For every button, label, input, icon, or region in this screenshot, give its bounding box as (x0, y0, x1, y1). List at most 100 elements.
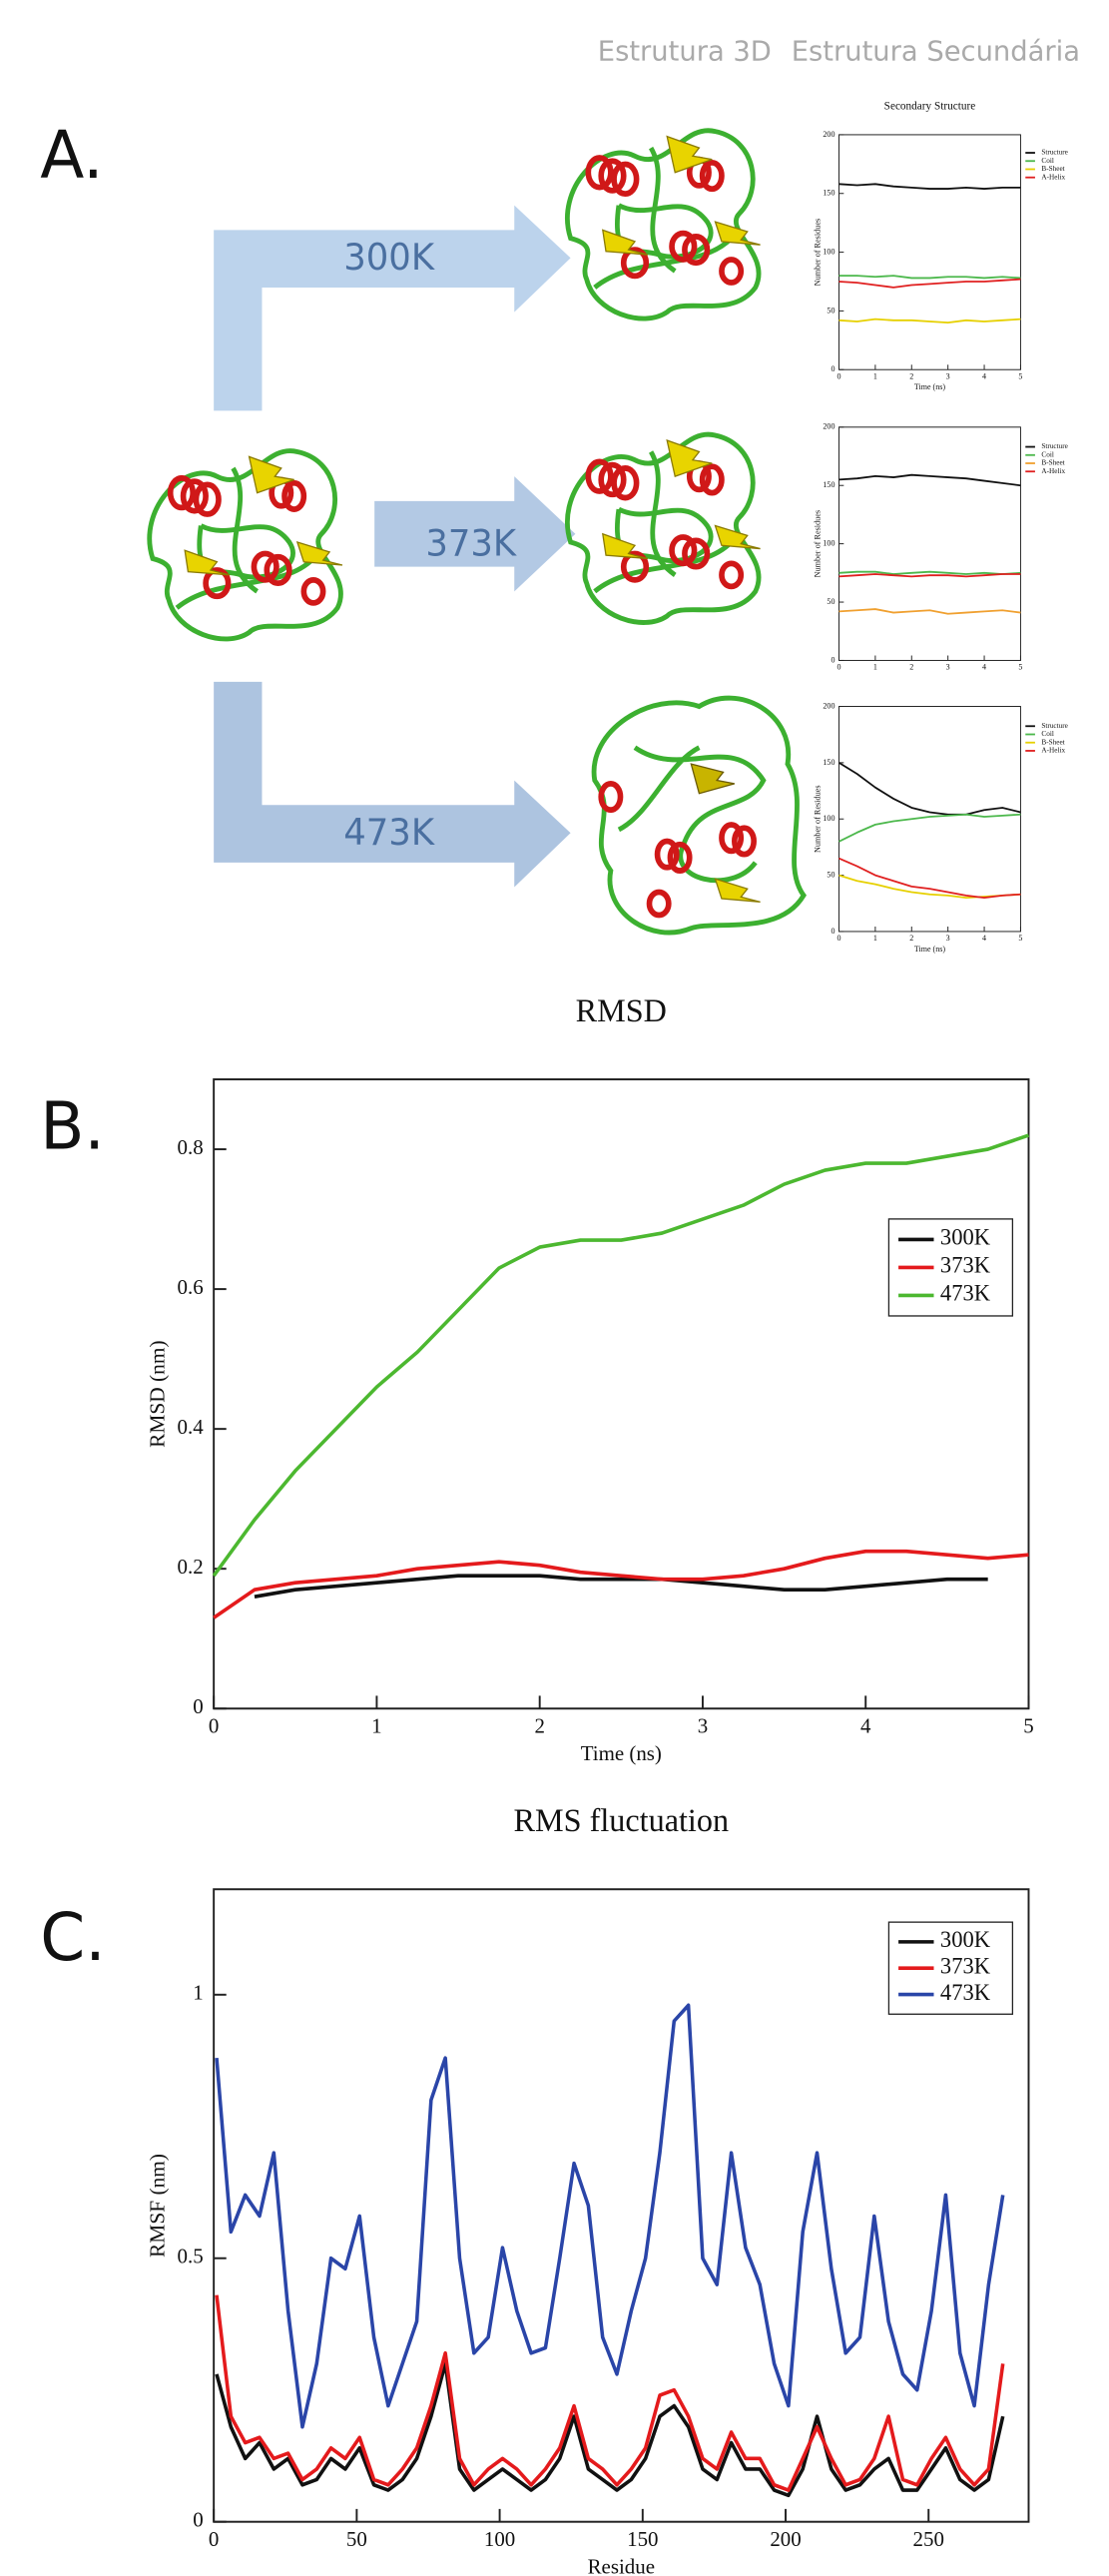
arrow-label: 373K (425, 523, 517, 564)
legend-label: Structure (1041, 148, 1068, 157)
x-tick-label: 2 (909, 663, 913, 672)
header-left: Estrutura 3D (598, 34, 772, 67)
x-tick-label: 5 (1018, 371, 1022, 380)
y-tick-label: 0 (831, 927, 834, 936)
x-tick-label: 0 (836, 663, 840, 672)
y-axis-label: RMSD (nm) (146, 1340, 170, 1448)
legend-label: 473K (940, 1280, 991, 1305)
y-axis-label: Number of Residues (813, 219, 822, 287)
series-line (838, 318, 1021, 324)
chart-title: Secondary Structure (884, 100, 976, 112)
legend-label: 300K (940, 1927, 991, 1952)
series-line (838, 275, 1021, 280)
arrow-label: 300K (343, 238, 435, 279)
series-line (838, 874, 1021, 900)
series-line (838, 857, 1021, 900)
series-line (838, 183, 1021, 190)
legend-label: B-Sheet (1041, 164, 1064, 173)
x-tick-label: 3 (946, 371, 950, 380)
y-tick-label: 50 (827, 870, 834, 879)
y-axis-label: RMSF (nm) (146, 2154, 170, 2257)
y-tick-label: 100 (823, 538, 834, 547)
y-tick-label: 150 (823, 758, 834, 767)
series-line (838, 473, 1021, 487)
y-tick-label: 0 (831, 364, 834, 373)
x-tick-label: 4 (982, 934, 986, 943)
y-tick-label: 0.5 (178, 2244, 204, 2267)
series-line (838, 570, 1021, 575)
legend-label: 373K (940, 1953, 991, 1978)
series-line (838, 608, 1021, 615)
panel-label: A. (40, 118, 103, 194)
y-tick-label: 200 (823, 422, 834, 431)
x-tick-label: 4 (860, 1713, 871, 1737)
y-tick-label: 50 (827, 597, 834, 606)
x-tick-label: 2 (909, 371, 913, 380)
arrow: 300K (214, 205, 571, 411)
x-tick-label: 3 (698, 1713, 708, 1737)
plot-frame (838, 706, 1021, 933)
legend-label: B-Sheet (1041, 458, 1064, 467)
plot-frame (838, 134, 1021, 370)
y-axis-label: Number of Residues (813, 785, 822, 853)
x-tick-label: 0 (209, 2527, 219, 2551)
legend-label: Coil (1041, 729, 1053, 738)
x-tick-label: 0 (836, 934, 840, 943)
series-line (838, 762, 1021, 816)
y-tick-label: 1 (193, 1981, 203, 2005)
legend-label: A-Helix (1041, 746, 1065, 755)
y-tick-label: 150 (823, 480, 834, 489)
y-tick-label: 100 (823, 247, 834, 256)
y-tick-label: 50 (827, 306, 834, 315)
panel-label: C. (40, 1900, 105, 1976)
legend-label: 473K (940, 1980, 991, 2005)
y-tick-label: 0 (193, 2507, 203, 2531)
series-line (838, 573, 1021, 578)
legend-label: A-Helix (1041, 466, 1065, 475)
legend-label: Structure (1041, 441, 1068, 450)
line-chart: Secondary Structure Time (ns) Number of Re… (813, 100, 1067, 391)
series-line (215, 2003, 1005, 2429)
chart-title: RMSD (576, 992, 667, 1028)
y-tick-label: 0 (831, 655, 834, 664)
y-tick-label: 0 (193, 1694, 203, 1718)
series-line (254, 1574, 988, 1599)
arrow: 473K (214, 681, 571, 888)
y-axis-label: Number of Residues (813, 510, 822, 578)
series-line (838, 813, 1021, 843)
x-axis-label: Time (ns) (581, 1741, 662, 1765)
legend-label: A-Helix (1041, 172, 1065, 181)
plot-frame (213, 1078, 1030, 1710)
x-tick-label: 2 (909, 934, 913, 943)
protein-initial (150, 451, 342, 639)
y-tick-label: 200 (823, 701, 834, 710)
x-tick-label: 5 (1018, 934, 1022, 943)
protein-373k (567, 434, 760, 622)
x-tick-label: 0 (836, 371, 840, 380)
arrow-label: 473K (343, 813, 435, 854)
legend-label: 373K (940, 1253, 991, 1278)
legend-label: 300K (940, 1225, 991, 1250)
x-tick-label: 1 (873, 663, 877, 672)
y-tick-label: 0.8 (178, 1135, 204, 1159)
x-tick-label: 0 (209, 1713, 219, 1737)
legend-label: Coil (1041, 449, 1053, 458)
chart-title: RMS fluctuation (514, 1803, 730, 1839)
x-tick-label: 4 (982, 371, 986, 380)
plot-frame (838, 426, 1021, 661)
plot-frame (213, 1888, 1030, 2523)
x-tick-label: 4 (982, 663, 986, 672)
series-line (838, 278, 1021, 289)
x-axis-label: Residue (588, 2554, 655, 2576)
x-tick-label: 5 (1018, 663, 1022, 672)
y-tick-label: 200 (823, 130, 834, 139)
x-axis-label: Time (ns) (914, 382, 945, 391)
protein-300k (567, 131, 760, 319)
y-tick-label: 150 (823, 189, 834, 198)
legend-label: Coil (1041, 156, 1053, 165)
x-tick-label: 100 (484, 2527, 515, 2551)
